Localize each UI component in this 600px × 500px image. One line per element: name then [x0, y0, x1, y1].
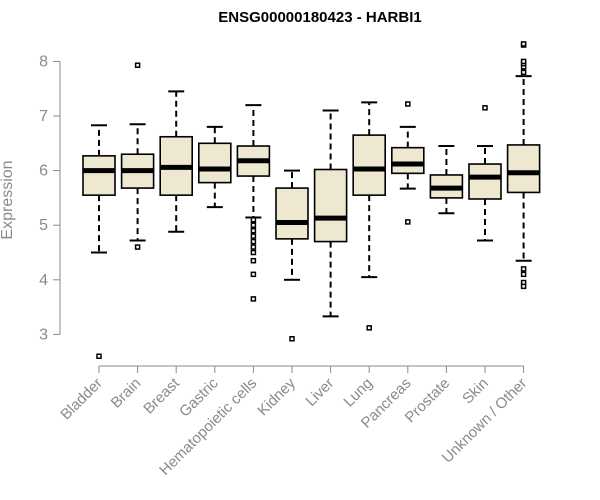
outlier-point — [250, 233, 257, 239]
box-group — [236, 104, 271, 302]
x-tick-label: Lung — [340, 375, 376, 411]
outlier-point — [520, 41, 527, 47]
x-tick-label: Liver — [302, 375, 337, 410]
box-group — [468, 105, 502, 242]
box-group — [82, 124, 116, 359]
x-tick-label: Skin — [459, 375, 492, 408]
y-tick-label: 4 — [39, 272, 48, 289]
y-tick-label: 7 — [39, 108, 48, 125]
box-group — [352, 101, 387, 331]
x-tick-label: Brain — [108, 375, 145, 412]
x-tick-label: Breast — [140, 374, 183, 417]
outlier-point — [520, 283, 527, 290]
box-group — [159, 90, 193, 233]
outlier-point — [250, 271, 257, 278]
x-tick-label: Bladder — [57, 375, 106, 424]
outlier-point — [96, 353, 102, 359]
box-iqr — [390, 146, 425, 175]
y-tick-label: 6 — [39, 163, 48, 180]
y-tick-label: 5 — [39, 217, 48, 234]
outlier-point — [520, 266, 527, 272]
outlier-point — [134, 244, 141, 250]
box-group — [275, 169, 309, 342]
outlier-point — [520, 69, 527, 76]
y-tick-label: 8 — [39, 53, 48, 70]
outlier-point — [250, 296, 257, 302]
outlier-point — [520, 271, 527, 278]
box-series — [82, 41, 541, 359]
box-group — [198, 125, 232, 209]
box-iqr — [275, 187, 309, 240]
outlier-point — [405, 219, 411, 225]
box-iqr — [82, 155, 116, 196]
outlier-point — [134, 62, 141, 68]
outlier-point — [405, 101, 411, 107]
box-group — [120, 62, 155, 250]
box-group — [506, 41, 541, 290]
box-group — [390, 101, 425, 225]
box-iqr — [352, 134, 387, 196]
box-iqr — [506, 144, 541, 194]
box-iqr — [468, 163, 502, 200]
chart-title: ENSG00000180423 - HARBI1 — [218, 9, 421, 26]
outlier-point — [250, 222, 257, 228]
x-tick-label: Kidney — [254, 374, 299, 419]
y-tick-label: 3 — [39, 326, 48, 343]
outlier-point — [250, 238, 257, 245]
box-group — [429, 145, 464, 215]
y-axis: 3 4 5 6 7 8 — [39, 53, 61, 343]
y-axis-label: Expression — [0, 160, 16, 239]
outlier-point — [482, 105, 488, 111]
outlier-point — [250, 257, 257, 264]
outlier-point — [289, 336, 295, 342]
box-group — [313, 109, 348, 318]
outlier-point — [250, 216, 257, 223]
box-iqr — [198, 142, 232, 184]
outlier-point — [520, 58, 527, 65]
outlier-point — [250, 244, 257, 250]
outlier-point — [366, 325, 372, 331]
outlier-point — [250, 227, 257, 234]
box-iqr — [313, 168, 348, 243]
outlier-point — [250, 249, 257, 256]
